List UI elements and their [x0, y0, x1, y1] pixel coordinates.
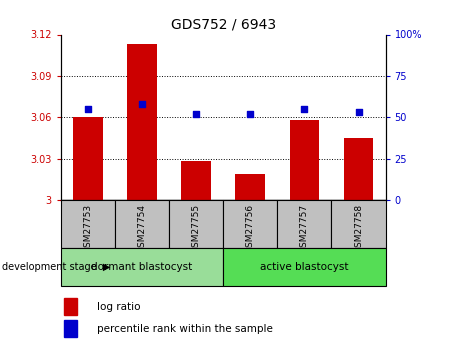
Bar [64, 298, 77, 315]
Text: active blastocyst: active blastocyst [260, 263, 349, 272]
Text: GSM27758: GSM27758 [354, 204, 363, 253]
Text: GSM27756: GSM27756 [246, 204, 255, 253]
Point [138, 101, 146, 107]
Text: percentile rank within the sample: percentile rank within the sample [97, 324, 272, 334]
Text: dormant blastocyst: dormant blastocyst [92, 263, 193, 272]
Text: log ratio: log ratio [97, 302, 140, 312]
Point [247, 111, 254, 117]
Text: GSM27757: GSM27757 [300, 204, 309, 253]
Text: GSM27754: GSM27754 [138, 204, 147, 253]
Text: development stage  ▶: development stage ▶ [2, 263, 110, 272]
Bar [61, 248, 223, 286]
Bar [73, 117, 103, 200]
Bar [127, 44, 157, 200]
Point [193, 111, 200, 117]
Bar [181, 161, 211, 200]
Bar [169, 200, 223, 248]
Bar [344, 138, 373, 200]
Bar [277, 200, 331, 248]
Bar [223, 248, 386, 286]
Bar [223, 200, 277, 248]
Bar [331, 200, 386, 248]
Point [301, 106, 308, 112]
Text: GDS752 / 6943: GDS752 / 6943 [170, 17, 276, 31]
Bar [290, 120, 319, 200]
Point [84, 106, 92, 112]
Bar [61, 200, 115, 248]
Point [355, 110, 362, 115]
Text: GSM27755: GSM27755 [192, 204, 201, 253]
Bar [235, 174, 265, 200]
Text: GSM27753: GSM27753 [83, 204, 92, 253]
Bar [64, 320, 77, 337]
Bar [115, 200, 169, 248]
